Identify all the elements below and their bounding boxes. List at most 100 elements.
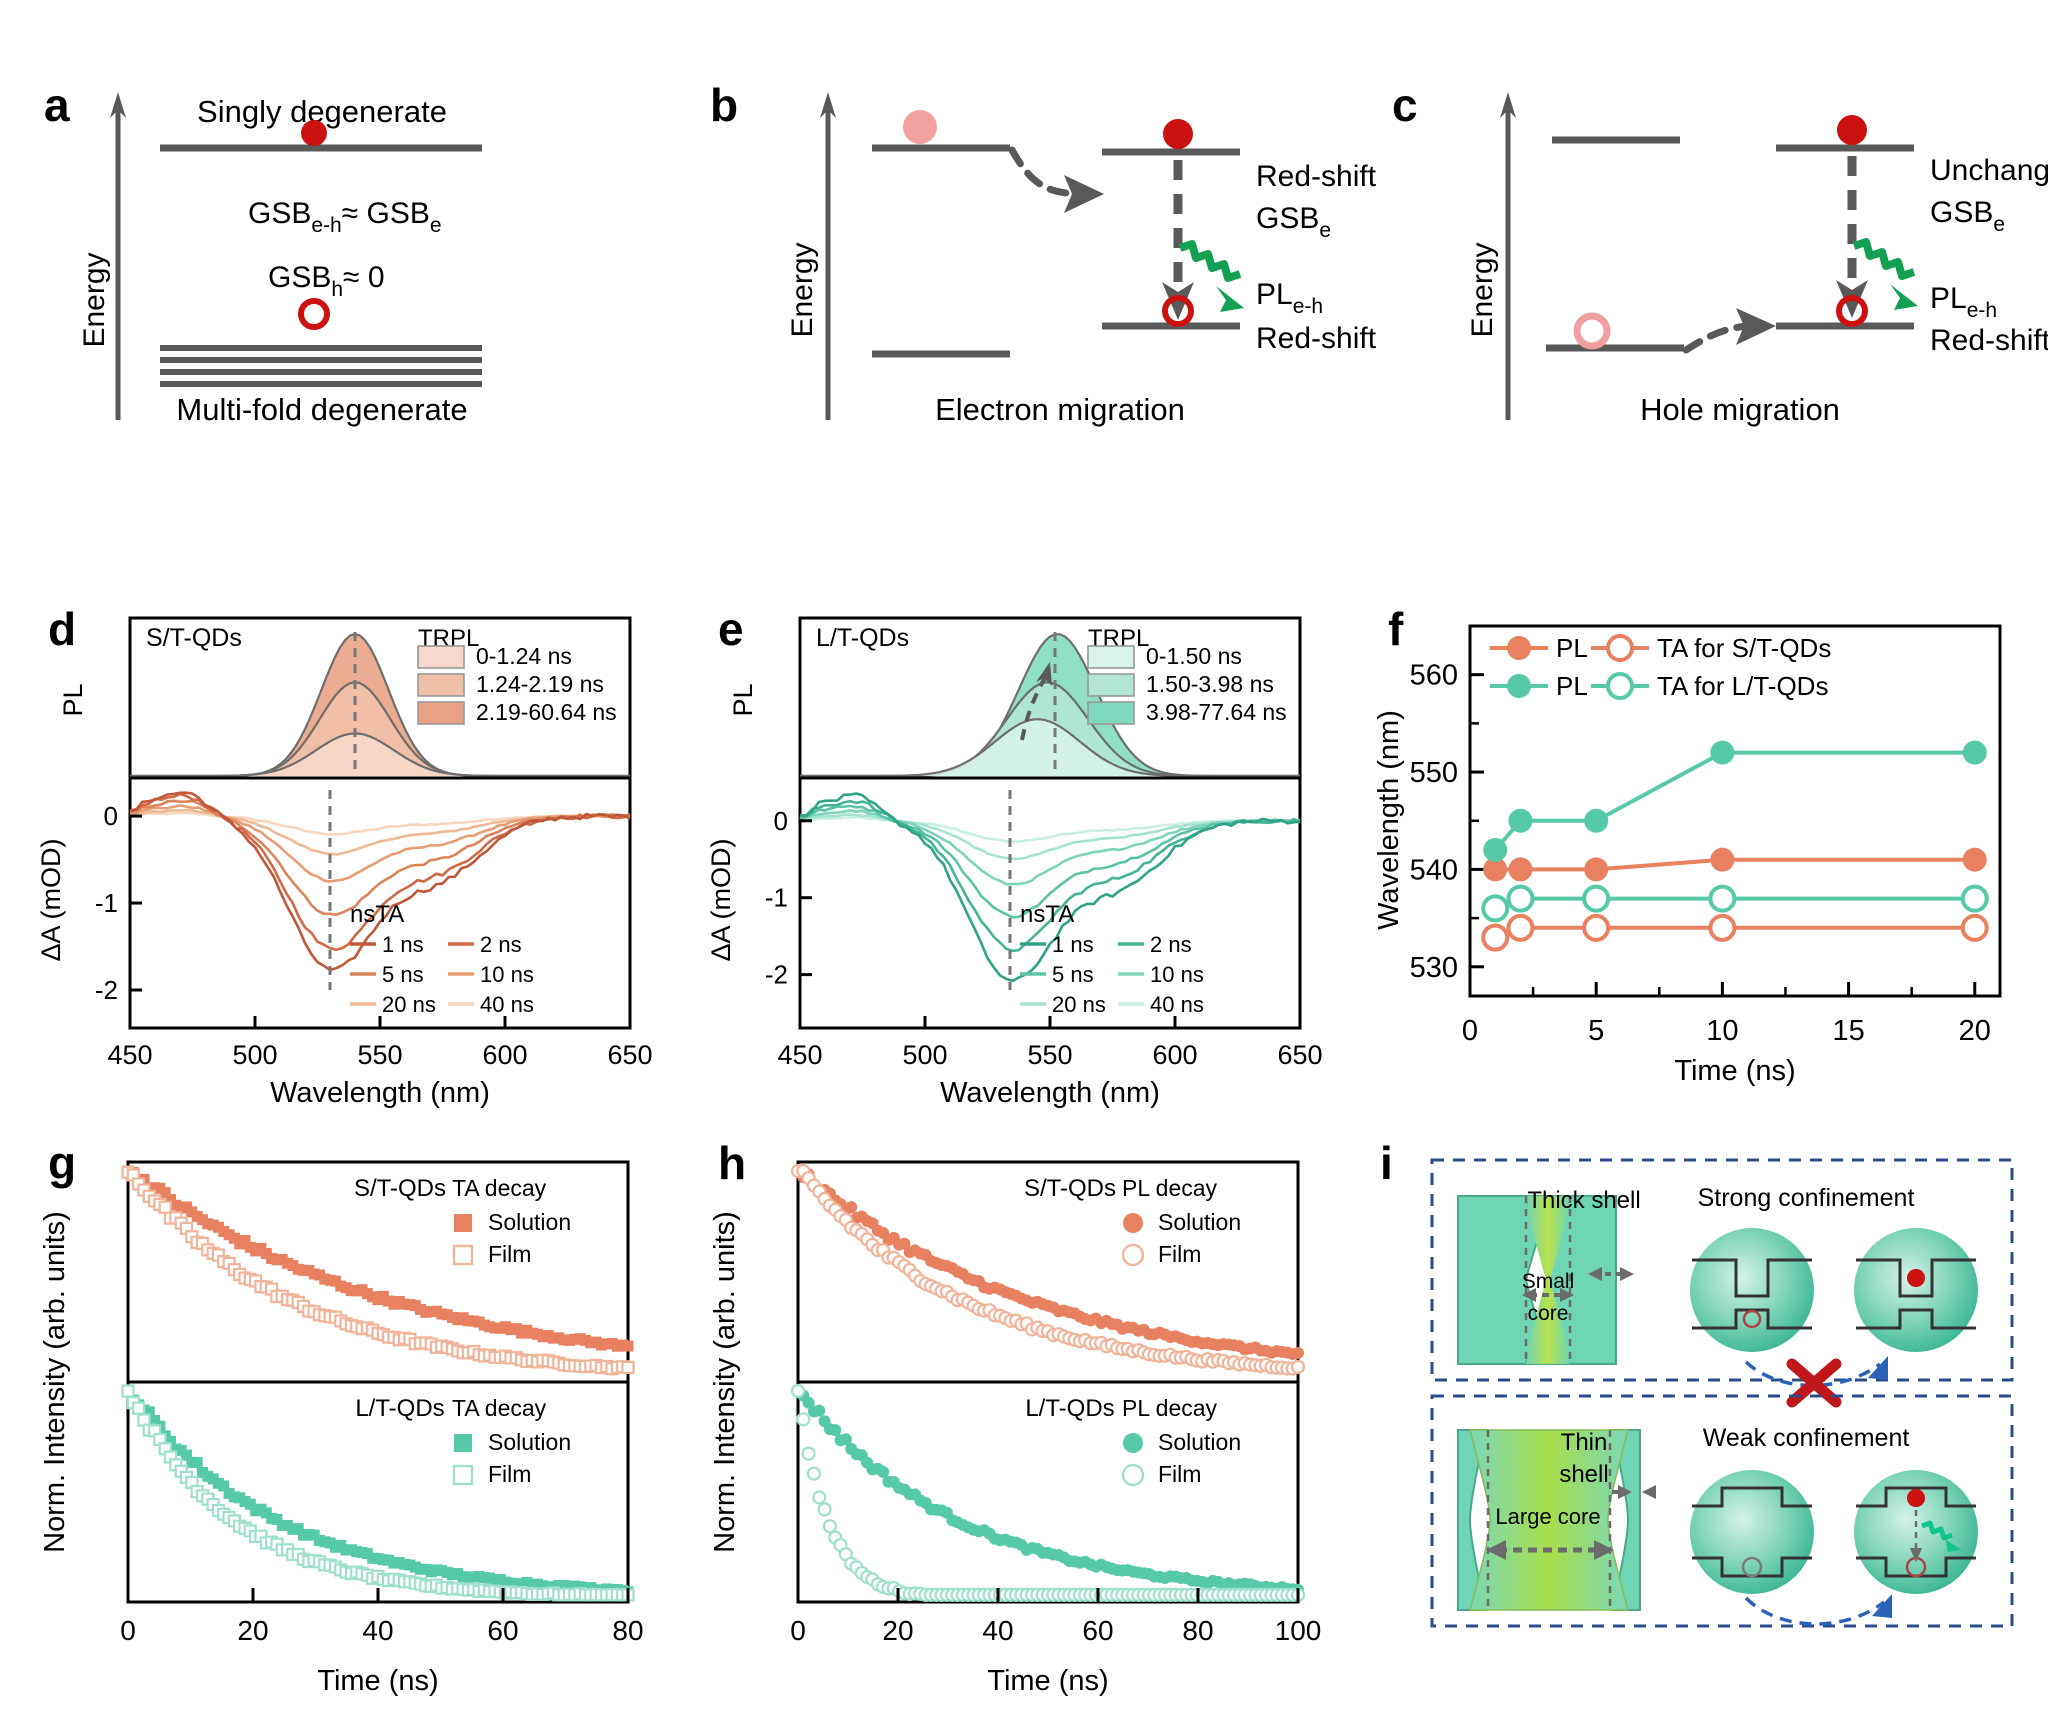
nsta-title-d: nsTA — [350, 901, 404, 928]
panel-h: h Norm. Intensity (arb. units) Time (ns)… — [670, 1120, 1360, 1720]
legend-label: PL — [1556, 671, 1588, 701]
x-tick-label: 100 — [1275, 1615, 1322, 1646]
data-point — [1708, 884, 1737, 913]
data-point — [239, 1234, 251, 1246]
eq2-sub: h — [331, 278, 343, 301]
legend-label: Solution — [488, 1209, 571, 1235]
data-point — [228, 1232, 240, 1244]
energy-axis-b: Energy — [786, 92, 836, 420]
qd-sphere-bottom-right — [1854, 1470, 1978, 1594]
xlabel-h: Time (ns) — [987, 1665, 1108, 1697]
large-core-label: Large core — [1495, 1504, 1600, 1529]
legend-label: 2.19-60.64 ns — [476, 699, 617, 725]
panel-e-label: e — [718, 603, 744, 655]
data-point — [191, 1457, 203, 1469]
emission-wave-b — [1178, 240, 1244, 312]
nsta-legend-d: 1 ns 5 ns 20 ns 2 ns 10 ns 40 ns — [350, 932, 534, 1017]
legend-title: TA decay — [452, 1395, 547, 1421]
energy-axis-label-c: Energy — [1466, 242, 1499, 337]
trpl-legend-d: 0-1.24 ns1.24-2.19 ns2.19-60.64 ns — [417, 643, 617, 725]
panel-a-label: a — [44, 79, 70, 131]
legend-swatch — [1087, 645, 1135, 669]
legend-swatch — [417, 645, 465, 669]
data-point — [1506, 884, 1535, 913]
legend-label: 3.98-77.64 ns — [1146, 699, 1287, 725]
nsta-legend-e: 1 ns 5 ns 20 ns 2 ns 10 ns 40 ns — [1020, 932, 1204, 1017]
migration-arrow-c — [1682, 322, 1752, 354]
panel-f-label: f — [1388, 603, 1404, 655]
xlabel-e: Wavelength (nm) — [940, 1077, 1160, 1109]
energy-axis-label-b: Energy — [786, 242, 819, 337]
thin-shell-schematic: Thin shell Large core — [1457, 1429, 1656, 1611]
nsta-trace — [129, 803, 631, 883]
legend-label: Solution — [488, 1429, 571, 1455]
shell-thickness-arrow-top — [1588, 1267, 1634, 1281]
x-tick-label: 80 — [612, 1615, 643, 1646]
pl-eh-label-c: PLe-h — [1930, 282, 1997, 322]
legend-label: TA for L/T-QDs — [1657, 671, 1828, 701]
sample-label-h-top: S/T-QDs — [1024, 1175, 1116, 1202]
legend-marker — [452, 1244, 474, 1266]
data-point — [1584, 808, 1609, 833]
ylabel-f: Wavelength (nm) — [1373, 710, 1405, 930]
hole-circle-a — [298, 298, 330, 330]
panel-e: e L/T-QDs PL TRPL 0-1.50 ns 1.50-3.98 ns 3… — [670, 590, 1360, 1120]
redshift-label-c: Red-shift — [1930, 324, 2048, 357]
legend-label: 1 ns — [382, 932, 424, 957]
x-tick-label: 80 — [1182, 1615, 1213, 1646]
x-tick-label: 550 — [357, 1040, 402, 1070]
data-point — [149, 1414, 161, 1426]
legend-marker — [1123, 1433, 1143, 1453]
legend-label: 40 ns — [480, 992, 534, 1017]
panel-b: b Energy Red-shift GSBe PLe-h Red-shift … — [660, 0, 1377, 440]
small-core-label-2: core — [1528, 1302, 1569, 1325]
legend-marker — [1507, 636, 1531, 660]
panel-f: f Wavelength (nm) Time (ns) 530 540 550 560… — [1340, 590, 2040, 1120]
data-point — [1962, 847, 1987, 872]
x-tick-label: 650 — [607, 1040, 652, 1070]
data-point — [802, 1396, 815, 1409]
x-tick-label: 15 — [1832, 1015, 1864, 1047]
legend-label: Film — [488, 1241, 531, 1267]
panel-d: d S/T-QDs PL TRPL 0-1.24 ns 1.24-2.19 ns 2… — [0, 590, 690, 1120]
y-tick-label: 560 — [1410, 660, 1458, 692]
large-core-arrow — [1486, 1540, 1614, 1560]
legend-marker — [1507, 674, 1531, 698]
series-line — [1495, 857, 1975, 872]
data-point — [159, 1187, 171, 1199]
data-point — [1960, 884, 1989, 913]
legend-label: 2 ns — [1150, 932, 1192, 957]
data-point — [1708, 913, 1737, 942]
legend-marker — [454, 1434, 472, 1452]
sample-label-h-bottom: L/T-QDs — [1025, 1395, 1114, 1422]
y-tick-label: -2 — [765, 960, 788, 990]
y-tick-label: 0 — [774, 806, 788, 836]
ylabel-e-top: PL — [728, 683, 758, 716]
legend-swatch — [417, 673, 465, 697]
equation-gsb-h: GSBh≈ 0 — [268, 261, 385, 301]
ylabel-d-bottom: ΔA (mOD) — [36, 838, 66, 961]
nsta-title-e: nsTA — [1020, 901, 1074, 928]
data-point — [1481, 923, 1510, 952]
legend-swatch — [1087, 673, 1135, 697]
data-point — [1506, 913, 1535, 942]
data-point — [244, 1498, 256, 1510]
data-point — [839, 1433, 852, 1446]
legend-label: 20 ns — [382, 992, 436, 1017]
xlabel-d: Wavelength (nm) — [270, 1077, 490, 1109]
multifold-levels-a — [160, 345, 482, 387]
legend-label: Solution — [1158, 1429, 1241, 1455]
qd-sphere-bottom-left — [1690, 1470, 1814, 1594]
multifold-degenerate-title: Multi-fold degenerate — [176, 392, 467, 427]
electron-dot-c — [1837, 115, 1867, 145]
qd-sphere-top-right — [1854, 1228, 1978, 1352]
panel-c: c Energy Unchanged GSBe PLe-h Red-shift … — [1340, 0, 2048, 440]
y-tick-label: -1 — [765, 883, 788, 913]
gsb-e-label-c: GSBe — [1930, 196, 2005, 236]
y-tick-label: 0 — [104, 801, 118, 831]
x-tick-label: 5 — [1588, 1015, 1604, 1047]
initial-hole-circle-c — [1573, 312, 1611, 350]
caption-c: Hole migration — [1640, 392, 1840, 427]
x-tick-label: 60 — [1082, 1615, 1113, 1646]
thick-shell-label: Thick shell — [1527, 1187, 1640, 1214]
